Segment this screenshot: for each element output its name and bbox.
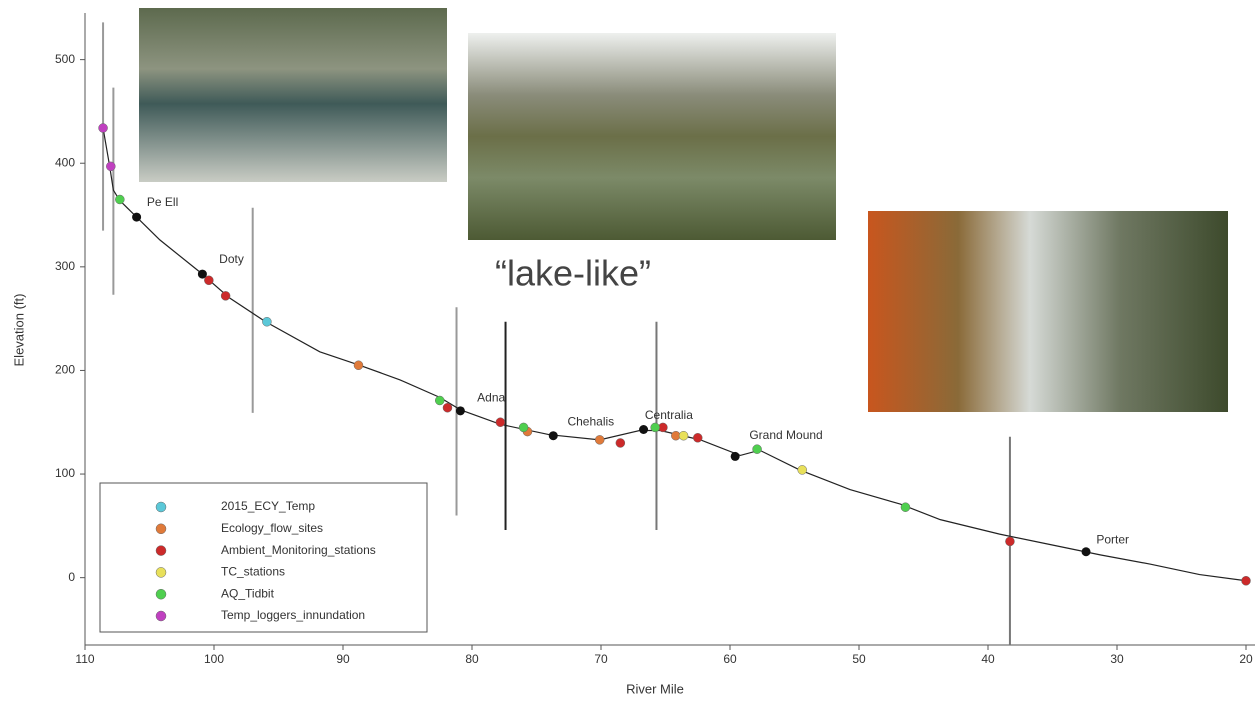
x-tick-label: 80 xyxy=(465,652,479,666)
legend-marker xyxy=(155,501,167,513)
site-point xyxy=(132,212,142,222)
x-tick-label: 60 xyxy=(723,652,737,666)
data-point xyxy=(900,502,911,512)
data-point xyxy=(115,194,125,205)
legend-label: TC_stations xyxy=(221,565,285,579)
data-point xyxy=(678,430,689,441)
y-tick-label: 500 xyxy=(55,52,75,66)
data-point xyxy=(752,444,762,454)
data-point xyxy=(518,422,529,433)
data-point xyxy=(495,417,506,427)
legend-marker xyxy=(155,610,167,622)
place-label: Adna xyxy=(477,391,505,405)
legend-marker xyxy=(155,523,167,535)
place-label: Pe Ell xyxy=(147,195,178,209)
data-point xyxy=(442,402,453,413)
y-tick-label: 200 xyxy=(55,363,75,377)
legend xyxy=(99,482,428,633)
legend-label: Ecology_flow_sites xyxy=(221,521,323,535)
data-point xyxy=(594,435,605,445)
x-tick-label: 100 xyxy=(204,652,224,666)
y-tick-label: 400 xyxy=(55,155,75,169)
data-point xyxy=(106,161,116,172)
place-label: Grand Mound xyxy=(749,428,822,442)
legend-label: 2015_ECY_Temp xyxy=(221,499,315,513)
legend-marker xyxy=(155,588,167,600)
place-label: Doty xyxy=(219,252,244,266)
site-point xyxy=(197,269,207,279)
data-point xyxy=(650,422,660,433)
data-point xyxy=(693,433,703,443)
site-point xyxy=(548,431,558,441)
x-tick-label: 90 xyxy=(336,652,350,666)
legend-marker xyxy=(155,545,167,556)
data-point xyxy=(353,360,364,371)
y-axis-title: Elevation (ft) xyxy=(11,294,26,367)
profile-line xyxy=(102,127,1247,582)
site-point xyxy=(639,424,649,434)
legend-label: Ambient_Monitoring_stations xyxy=(221,543,376,557)
place-label: Centralia xyxy=(645,408,693,422)
photo xyxy=(139,8,447,182)
place-label: Porter xyxy=(1096,533,1129,547)
x-tick-label: 20 xyxy=(1239,652,1253,666)
site-point xyxy=(455,406,465,416)
y-tick-label: 100 xyxy=(55,466,75,480)
x-tick-label: 50 xyxy=(852,652,866,666)
x-tick-label: 40 xyxy=(981,652,995,666)
annotation: “lake-like” xyxy=(495,253,651,294)
data-point xyxy=(1005,536,1015,547)
data-point xyxy=(98,123,108,133)
data-point xyxy=(204,275,214,286)
photo xyxy=(468,33,836,240)
data-point xyxy=(797,465,807,475)
photo xyxy=(868,211,1228,412)
y-tick-label: 300 xyxy=(55,259,75,273)
site-point xyxy=(730,451,740,461)
legend-label: Temp_loggers_innundation xyxy=(221,608,365,622)
x-axis-title: River Mile xyxy=(626,681,684,696)
x-tick-label: 30 xyxy=(1110,652,1124,666)
x-tick-label: 70 xyxy=(594,652,608,666)
x-tick-label: 110 xyxy=(75,652,94,666)
site-point xyxy=(1081,547,1091,557)
data-point xyxy=(615,438,626,448)
y-tick-label: 0 xyxy=(68,570,75,584)
legend-label: AQ_Tidbit xyxy=(221,586,275,600)
data-point xyxy=(1241,576,1251,586)
data-point xyxy=(262,316,272,327)
data-point xyxy=(435,395,445,406)
data-point xyxy=(220,291,231,301)
legend-marker xyxy=(155,567,167,578)
place-label: Chehalis xyxy=(567,414,614,428)
